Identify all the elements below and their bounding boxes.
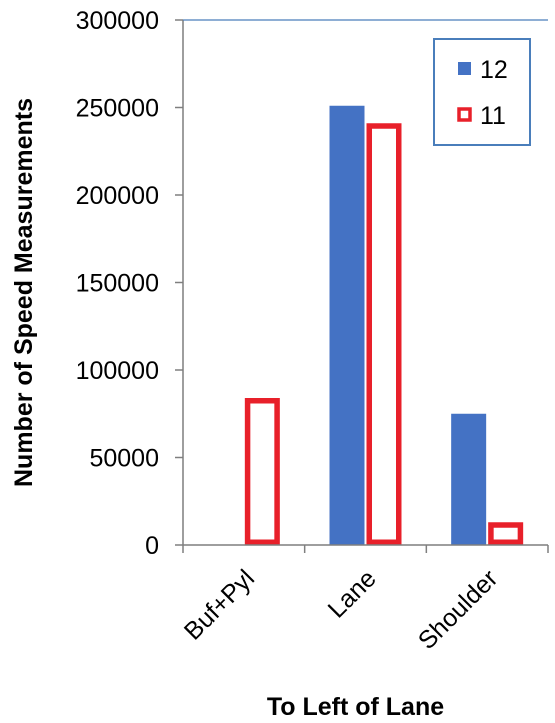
y-tick-label: 0 xyxy=(145,532,159,560)
legend-label-11: 11 xyxy=(480,102,506,130)
legend-label-12: 12 xyxy=(480,56,508,84)
legend-swatch-12 xyxy=(458,62,471,75)
y-tick-label: 50000 xyxy=(89,445,159,473)
bar-series-12 xyxy=(451,414,486,545)
bar-series-11 xyxy=(248,401,277,543)
bar-series-11 xyxy=(491,525,520,542)
x-axis-title: To Left of Lane xyxy=(267,693,444,721)
y-tick-label: 300000 xyxy=(76,7,159,35)
y-tick-label: 100000 xyxy=(76,357,159,385)
bar-series-11 xyxy=(369,126,399,542)
y-tick-label: 200000 xyxy=(76,182,159,210)
y-axis-title: Number of Speed Measurements xyxy=(10,98,38,487)
legend: 12 11 xyxy=(434,39,530,145)
y-tick-label: 250000 xyxy=(76,95,159,123)
bar-series-12 xyxy=(330,106,365,545)
legend-swatch-11 xyxy=(459,109,470,120)
y-tick-label: 150000 xyxy=(76,270,159,298)
